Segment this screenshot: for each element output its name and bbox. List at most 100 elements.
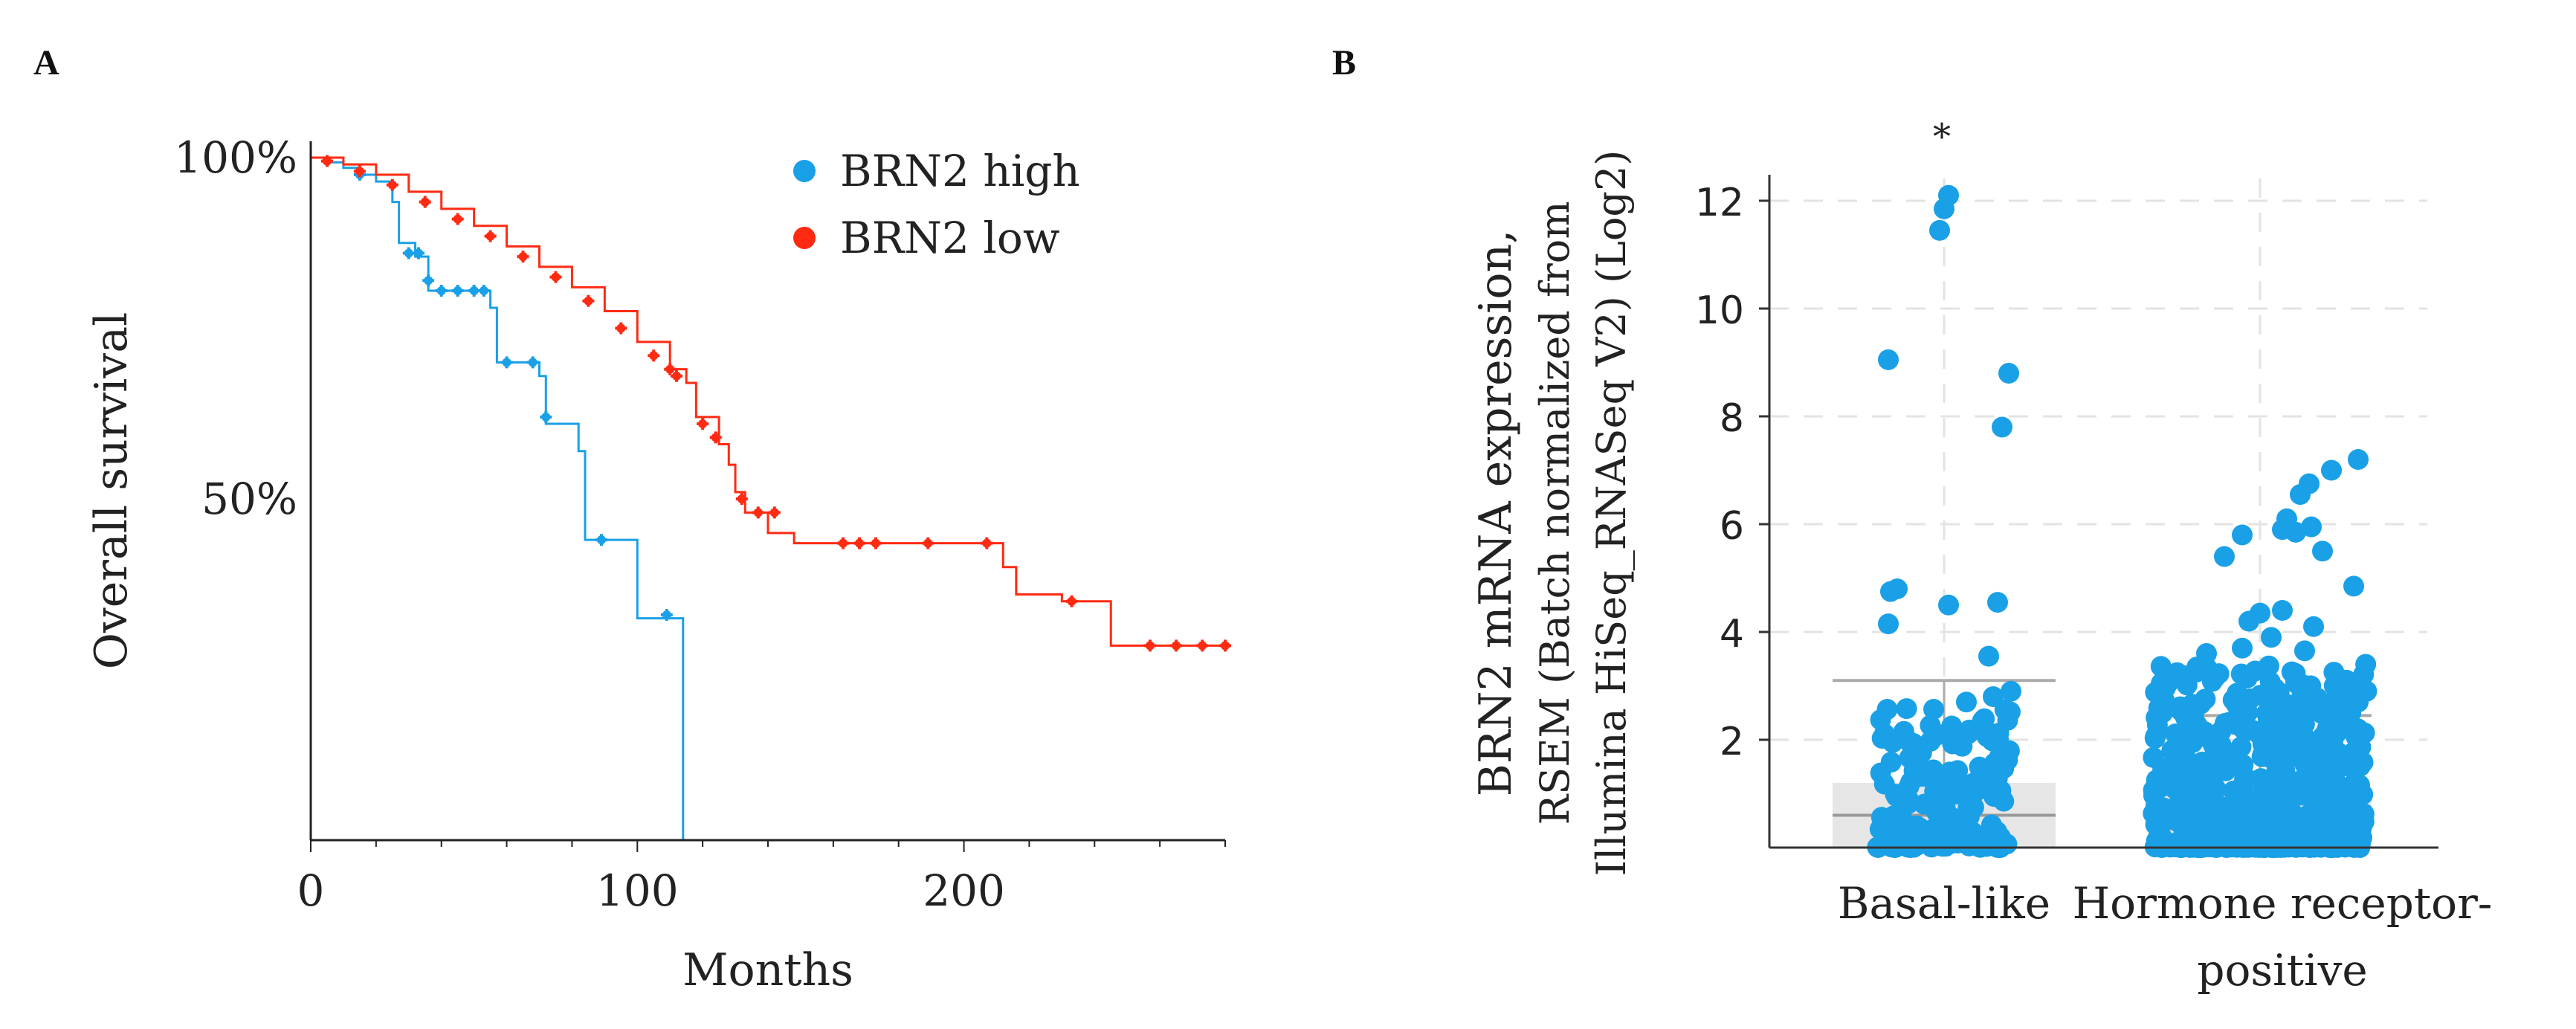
censor-dot	[698, 419, 708, 429]
censor-dot	[528, 358, 538, 367]
data-point	[2312, 726, 2334, 747]
data-point	[2340, 702, 2362, 723]
y-axis-title-line: BRN2 mRNA expression,	[1470, 230, 1522, 797]
censor-dot	[1145, 641, 1155, 651]
data-point	[2206, 801, 2227, 823]
data-point	[1978, 645, 1999, 667]
data-point	[2350, 675, 2371, 697]
data-point	[1915, 761, 1937, 782]
data-point	[1902, 732, 1924, 754]
expression-x-labels: Basal-like Hormone receptor-positive	[1838, 878, 2493, 996]
censor-dot	[541, 412, 551, 422]
points-hormone-receptor-positive	[2143, 449, 2378, 858]
data-point	[2234, 771, 2256, 793]
data-point	[2143, 779, 2164, 801]
data-point	[1989, 826, 2011, 848]
data-point	[1998, 740, 2020, 761]
expression-chart: 2 4 6 8 10 12 Basal-like Hormone receptor-posi…	[1470, 116, 2492, 996]
censor-dot	[387, 180, 397, 190]
data-point	[1897, 793, 1919, 815]
censor-dot	[551, 272, 561, 282]
x-tick-label: 0	[297, 865, 325, 916]
data-point	[2289, 690, 2311, 712]
y-tick-label: 100%	[174, 132, 297, 183]
data-point	[2301, 516, 2322, 538]
data-point	[2343, 575, 2364, 597]
data-point	[2230, 736, 2252, 758]
data-point	[2303, 616, 2324, 637]
censor-dot	[479, 286, 488, 296]
survival-y-axis-title: Overall survival	[85, 312, 138, 670]
data-point	[1878, 349, 1899, 370]
censor-dot	[1067, 596, 1076, 606]
series-brn2-high	[311, 156, 685, 840]
data-point	[2143, 746, 2164, 768]
data-point	[2182, 721, 2204, 743]
censor-dot	[502, 358, 511, 367]
censor-dot	[665, 364, 675, 374]
points-basal-like	[1867, 184, 2021, 858]
data-point	[2163, 752, 2184, 773]
data-point	[1880, 581, 1901, 602]
y-tick-label: 6	[1720, 504, 1744, 549]
legend-label-brn2-low: BRN2 low	[840, 213, 1060, 263]
data-point	[2257, 725, 2279, 746]
x-tick-label: 100	[596, 865, 679, 916]
y-tick-label: 2	[1720, 720, 1744, 764]
data-point	[2272, 770, 2293, 791]
data-point	[2238, 610, 2259, 632]
censor-dot	[737, 494, 746, 503]
data-point	[2172, 699, 2194, 720]
y-tick-label: 4	[1720, 612, 1744, 657]
data-point	[2196, 643, 2217, 664]
censor-dot	[584, 296, 593, 306]
category-label: positive	[2197, 945, 2367, 996]
data-point	[2186, 661, 2207, 683]
data-point	[2154, 798, 2176, 819]
data-point	[2285, 521, 2306, 543]
survival-y-ticks: 50% 100%	[174, 132, 297, 524]
y-tick-label: 50%	[201, 474, 297, 524]
data-point	[2209, 755, 2231, 776]
data-point	[2180, 778, 2201, 800]
data-point	[1923, 698, 1945, 720]
data-point	[1882, 732, 1903, 753]
data-point	[2233, 754, 2254, 775]
censor-dot	[616, 323, 626, 333]
censor-dot	[453, 286, 462, 296]
data-point	[2312, 541, 2333, 562]
data-point	[2282, 828, 2304, 850]
data-point	[1896, 698, 1917, 720]
y-axis-title-line: Illumina HiSeq_RNASeq V2) (Log2)	[1588, 150, 1635, 877]
data-point	[2321, 459, 2342, 481]
data-point	[2351, 827, 2372, 848]
data-point	[1947, 760, 1969, 781]
survival-x-axis-title: Months	[682, 944, 853, 996]
data-point	[1985, 767, 2007, 788]
data-point	[2337, 799, 2359, 821]
data-point	[2256, 703, 2277, 724]
data-point	[2340, 755, 2362, 777]
censor-dot	[649, 351, 659, 361]
data-point	[2227, 683, 2248, 704]
censor-dot	[404, 248, 413, 258]
legend-marker-brn2-high	[793, 160, 816, 182]
expression-y-ticks: 2 4 6 8 10 12	[1695, 181, 1769, 764]
y-tick-label: 10	[1695, 288, 1744, 333]
data-point	[2252, 743, 2273, 765]
data-point	[1869, 819, 1891, 840]
censor-dot	[420, 197, 430, 207]
survival-series	[311, 155, 1231, 840]
data-point	[2294, 753, 2316, 775]
censor-dot	[1221, 641, 1230, 651]
data-point	[1876, 699, 1898, 720]
censor-dot	[436, 286, 446, 296]
y-tick-label: 12	[1695, 181, 1744, 225]
data-point	[1957, 824, 1979, 845]
data-point	[2150, 656, 2172, 677]
data-point	[1956, 691, 1977, 713]
survival-curve	[311, 156, 1225, 647]
data-point	[2151, 673, 2172, 694]
data-point	[2352, 784, 2374, 805]
data-point	[1998, 363, 2019, 384]
